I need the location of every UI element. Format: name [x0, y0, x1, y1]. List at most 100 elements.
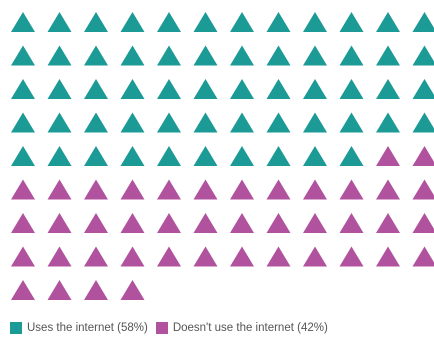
legend-swatch-uses-internet — [10, 322, 22, 334]
no-internet-triangle-icon — [84, 213, 108, 233]
uses-internet-triangle-icon — [84, 45, 108, 66]
uses-internet-triangle-icon — [266, 112, 291, 133]
no-internet-triangle-icon — [120, 179, 145, 200]
no-internet-triangle-icon — [230, 246, 254, 267]
no-internet-triangle-icon — [230, 179, 254, 200]
no-internet-triangle-icon — [193, 179, 218, 200]
no-internet-triangle-icon — [412, 146, 434, 166]
uses-internet-triangle-icon — [47, 45, 72, 66]
no-internet-triangle-icon — [339, 246, 364, 267]
uses-internet-triangle-icon — [412, 112, 434, 133]
no-internet-triangle-icon — [230, 213, 254, 233]
no-internet-triangle-icon — [193, 246, 218, 267]
uses-internet-triangle-icon — [412, 45, 434, 66]
no-internet-triangle-icon — [11, 280, 35, 300]
no-internet-triangle-icon — [266, 213, 291, 233]
no-internet-triangle-icon — [157, 179, 181, 200]
uses-internet-triangle-icon — [412, 79, 434, 99]
no-internet-triangle-icon — [303, 213, 327, 233]
uses-internet-triangle-icon — [230, 146, 254, 166]
no-internet-triangle-icon — [120, 246, 145, 267]
legend-label-uses-internet: Uses the internet (58%) — [27, 322, 148, 334]
uses-internet-triangle-icon — [376, 12, 400, 32]
uses-internet-triangle-icon — [339, 45, 364, 66]
no-internet-triangle-icon — [303, 179, 327, 200]
uses-internet-triangle-icon — [230, 79, 254, 99]
pictogram-chart — [11, 12, 434, 300]
uses-internet-triangle-icon — [303, 12, 327, 32]
uses-internet-triangle-icon — [266, 79, 291, 99]
no-internet-triangle-icon — [47, 213, 72, 233]
uses-internet-triangle-icon — [230, 112, 254, 133]
uses-internet-triangle-icon — [120, 45, 145, 66]
uses-internet-triangle-icon — [157, 45, 181, 66]
uses-internet-triangle-icon — [193, 112, 218, 133]
uses-internet-triangle-icon — [47, 146, 72, 166]
uses-internet-triangle-icon — [376, 112, 400, 133]
uses-internet-triangle-icon — [157, 12, 181, 32]
uses-internet-triangle-icon — [157, 79, 181, 99]
uses-internet-triangle-icon — [157, 112, 181, 133]
no-internet-triangle-icon — [47, 246, 72, 267]
no-internet-triangle-icon — [339, 179, 364, 200]
no-internet-triangle-icon — [11, 179, 35, 200]
no-internet-triangle-icon — [412, 213, 434, 233]
uses-internet-triangle-icon — [339, 146, 364, 166]
no-internet-triangle-icon — [303, 246, 327, 267]
no-internet-triangle-icon — [193, 213, 218, 233]
uses-internet-triangle-icon — [412, 12, 434, 32]
uses-internet-triangle-icon — [339, 112, 364, 133]
uses-internet-triangle-icon — [339, 79, 364, 99]
uses-internet-triangle-icon — [47, 79, 72, 99]
no-internet-triangle-icon — [47, 280, 72, 300]
uses-internet-triangle-icon — [11, 112, 35, 133]
uses-internet-triangle-icon — [157, 146, 181, 166]
no-internet-triangle-icon — [120, 213, 145, 233]
uses-internet-triangle-icon — [376, 79, 400, 99]
no-internet-triangle-icon — [11, 246, 35, 267]
no-internet-triangle-icon — [376, 246, 400, 267]
uses-internet-triangle-icon — [120, 112, 145, 133]
uses-internet-triangle-icon — [303, 146, 327, 166]
no-internet-triangle-icon — [376, 213, 400, 233]
uses-internet-triangle-icon — [266, 12, 291, 32]
uses-internet-triangle-icon — [11, 146, 35, 166]
uses-internet-triangle-icon — [47, 12, 72, 32]
uses-internet-triangle-icon — [266, 45, 291, 66]
uses-internet-triangle-icon — [193, 79, 218, 99]
no-internet-triangle-icon — [412, 179, 434, 200]
uses-internet-triangle-icon — [303, 79, 327, 99]
uses-internet-triangle-icon — [84, 79, 108, 99]
no-internet-triangle-icon — [266, 246, 291, 267]
legend-item-no-internet: Doesn't use the internet (42%) — [155, 322, 328, 334]
uses-internet-triangle-icon — [120, 12, 145, 32]
uses-internet-triangle-icon — [120, 146, 145, 166]
no-internet-triangle-icon — [84, 280, 108, 300]
uses-internet-triangle-icon — [84, 146, 108, 166]
uses-internet-triangle-icon — [11, 12, 35, 32]
uses-internet-triangle-icon — [47, 112, 72, 133]
no-internet-triangle-icon — [84, 179, 108, 200]
no-internet-triangle-icon — [120, 280, 145, 300]
uses-internet-triangle-icon — [339, 12, 364, 32]
uses-internet-triangle-icon — [84, 112, 108, 133]
legend-label-no-internet: Doesn't use the internet (42%) — [172, 322, 328, 334]
uses-internet-triangle-icon — [303, 45, 327, 66]
uses-internet-triangle-icon — [11, 45, 35, 66]
no-internet-triangle-icon — [266, 179, 291, 200]
uses-internet-triangle-icon — [230, 12, 254, 32]
no-internet-triangle-icon — [339, 213, 364, 233]
uses-internet-triangle-icon — [11, 79, 35, 99]
no-internet-triangle-icon — [412, 246, 434, 267]
uses-internet-triangle-icon — [193, 12, 218, 32]
uses-internet-triangle-icon — [120, 79, 145, 99]
uses-internet-triangle-icon — [230, 45, 254, 66]
legend: Uses the internet (58%) Doesn't use the … — [10, 318, 328, 338]
no-internet-triangle-icon — [47, 179, 72, 200]
legend-item-uses-internet: Uses the internet (58%) — [10, 322, 148, 334]
no-internet-triangle-icon — [84, 246, 108, 267]
uses-internet-triangle-icon — [193, 45, 218, 66]
no-internet-triangle-icon — [11, 213, 35, 233]
uses-internet-triangle-icon — [303, 112, 327, 133]
uses-internet-triangle-icon — [84, 12, 108, 32]
